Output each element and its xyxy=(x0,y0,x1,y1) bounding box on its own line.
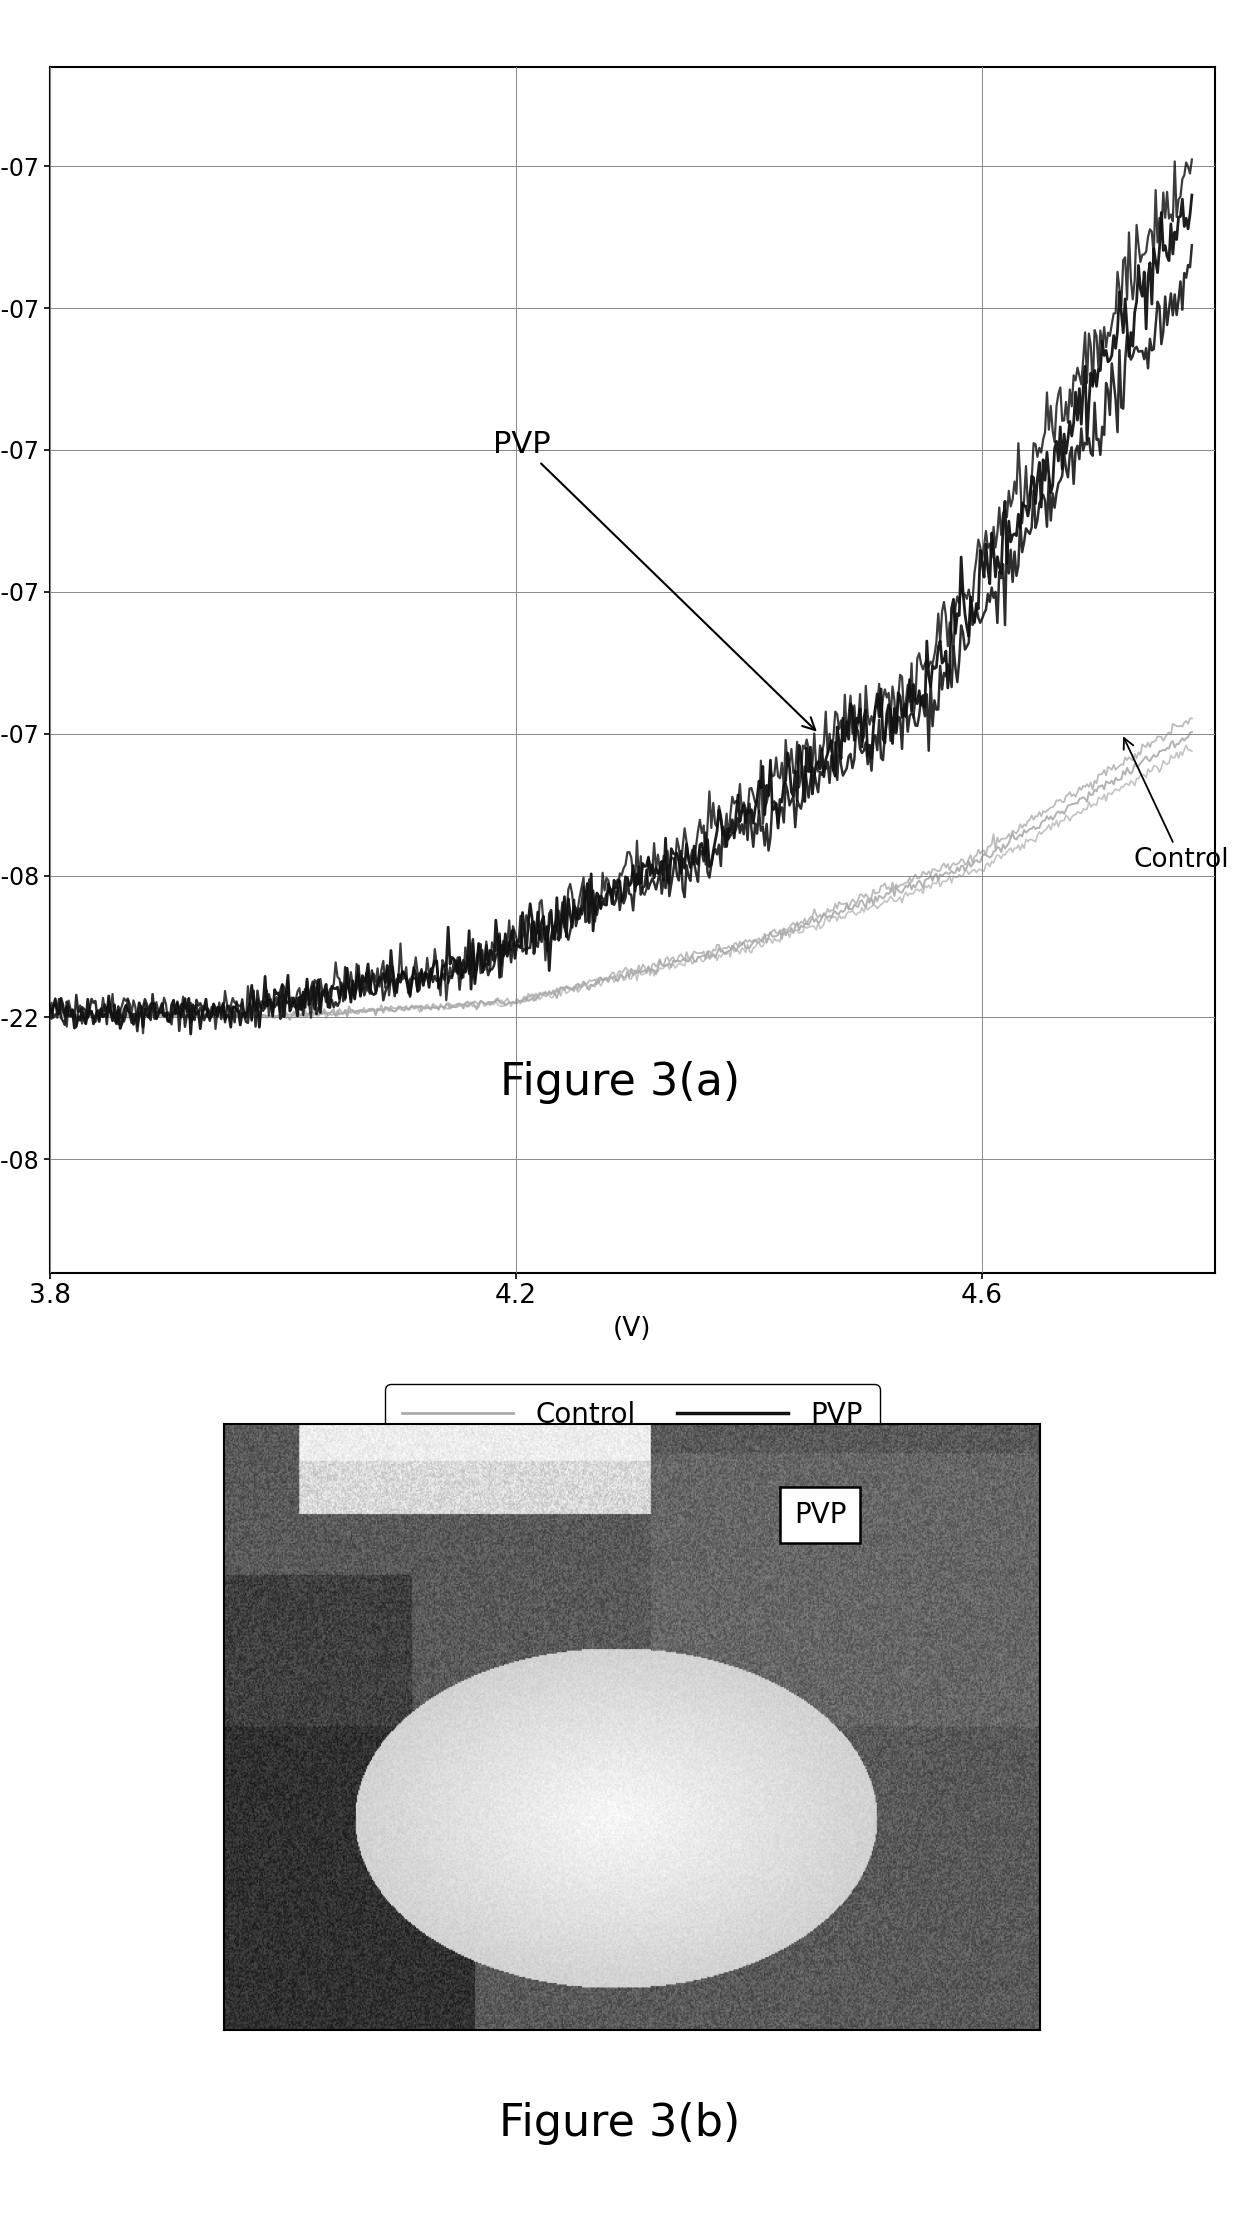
Legend: Control, PVP: Control, PVP xyxy=(386,1385,879,1446)
Text: PVP: PVP xyxy=(492,431,815,730)
Text: Control: Control xyxy=(1123,738,1229,872)
Text: Figure 3(a): Figure 3(a) xyxy=(500,1060,740,1104)
Text: Figure 3(b): Figure 3(b) xyxy=(500,2102,740,2146)
X-axis label: (V): (V) xyxy=(613,1316,652,1343)
